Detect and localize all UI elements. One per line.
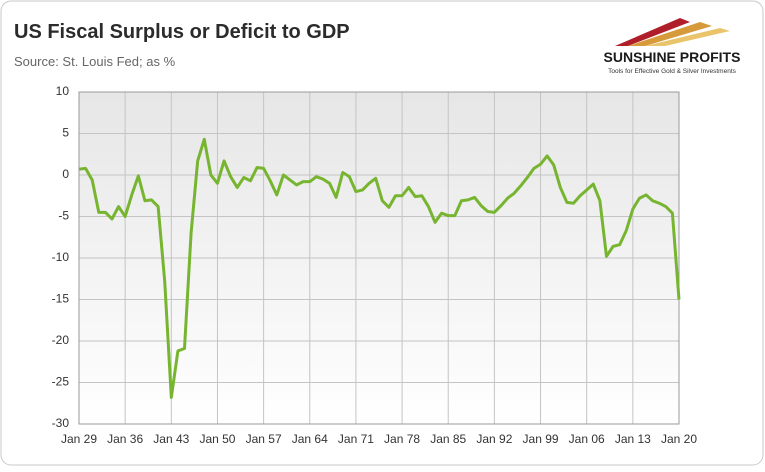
x-tick-label: Jan 06: [569, 432, 605, 446]
logo-tagline: Tools for Effective Gold & Silver Invest…: [608, 68, 737, 75]
x-tick-label: Jan 92: [476, 432, 512, 446]
chart-subtitle: Source: St. Louis Fed; as %: [14, 54, 176, 69]
x-tick-label: Jan 50: [199, 432, 235, 446]
x-tick-label: Jan 20: [661, 432, 697, 446]
logo: SUNSHINE PROFITS Tools for Effective Gol…: [604, 18, 741, 75]
x-tick-label: Jan 64: [292, 432, 328, 446]
x-tick-label: Jan 57: [246, 432, 282, 446]
x-tick-label: Jan 29: [61, 432, 97, 446]
x-tick-label: Jan 78: [384, 432, 420, 446]
logo-swoosh: [628, 22, 712, 46]
x-tick-label: Jan 13: [615, 432, 651, 446]
y-tick-label: -10: [52, 250, 70, 264]
y-tick-label: -25: [52, 375, 70, 389]
logo-swoosh: [615, 18, 690, 46]
chart-title: US Fiscal Surplus or Deficit to GDP: [14, 21, 350, 43]
y-tick-label: 5: [62, 126, 69, 140]
logo-name: SUNSHINE PROFITS: [604, 49, 741, 65]
plot-border: [78, 91, 680, 425]
y-tick-label: -15: [52, 292, 70, 306]
x-tick-label: Jan 85: [430, 432, 466, 446]
y-tick-label: -20: [52, 333, 70, 347]
x-tick-label: Jan 43: [153, 432, 189, 446]
y-tick-label: -30: [52, 416, 70, 430]
y-tick-label: 0: [62, 167, 69, 181]
logo-swoosh: [645, 28, 730, 46]
data-line: [78, 137, 681, 399]
x-tick-label: Jan 36: [107, 432, 143, 446]
x-tick-label: Jan 71: [338, 432, 374, 446]
y-tick-label: -5: [58, 209, 69, 223]
y-tick-label: 10: [56, 84, 70, 98]
x-tick-label: Jan 99: [523, 432, 559, 446]
